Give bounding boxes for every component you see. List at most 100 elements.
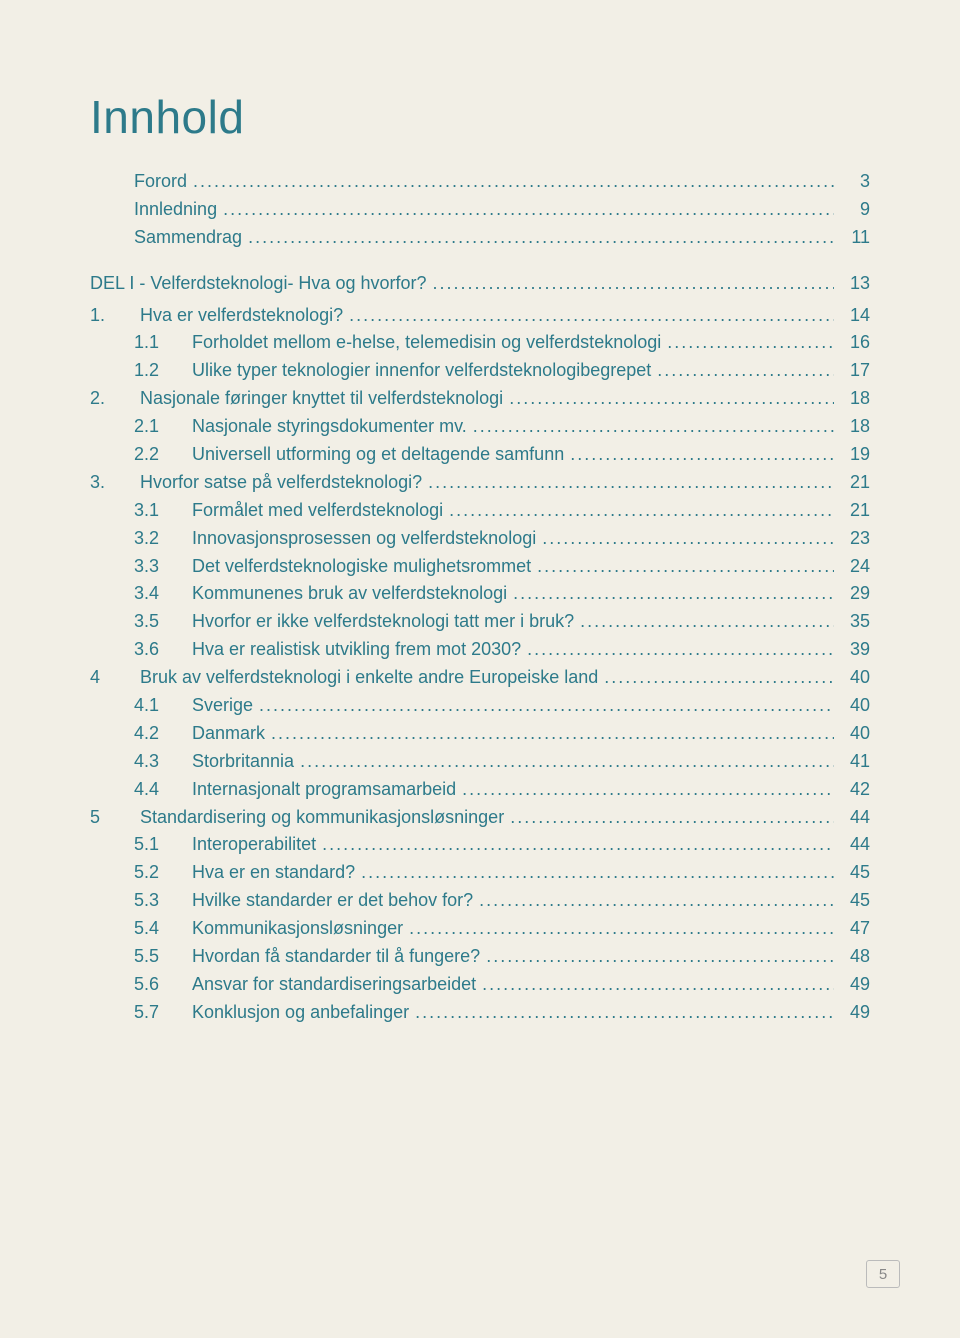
toc-leader <box>486 943 834 971</box>
toc-row: Innledning 9 <box>90 196 870 224</box>
toc-leader <box>604 664 834 692</box>
toc-row: 2.2Universell utforming og et deltagende… <box>90 441 870 469</box>
toc-row: 4.2Danmark40 <box>90 720 870 748</box>
toc-label: Innovasjonsprosessen og velferdsteknolog… <box>192 525 536 553</box>
toc-label: Internasjonalt programsamarbeid <box>192 776 456 804</box>
toc-number: 5.1 <box>134 831 192 859</box>
toc-label: Forholdet mellom e-helse, telemedisin og… <box>192 329 661 357</box>
toc-label: Bruk av velferdsteknologi i enkelte andr… <box>140 664 598 692</box>
toc-leader <box>667 329 834 357</box>
toc-leader <box>580 608 834 636</box>
toc-number: 3.4 <box>134 580 192 608</box>
toc-row: 3.Hvorfor satse på velferdsteknologi? 21 <box>90 469 870 497</box>
toc-label: Hvilke standarder er det behov for? <box>192 887 473 915</box>
toc-number: 5.3 <box>134 887 192 915</box>
toc-row: 5.7Konklusjon og anbefalinger49 <box>90 999 870 1027</box>
toc-number: 1.1 <box>134 329 192 357</box>
toc-page: 9 <box>840 196 870 224</box>
toc-number: 2.2 <box>134 441 192 469</box>
toc-label: Interoperabilitet <box>192 831 316 859</box>
toc-number: 3. <box>90 469 140 497</box>
toc-page: 41 <box>840 748 870 776</box>
toc-page: 19 <box>840 441 870 469</box>
toc-row: 3.4Kommunenes bruk av velferdsteknologi 2… <box>90 580 870 608</box>
toc-page: 45 <box>840 887 870 915</box>
toc-number: 4 <box>90 664 140 692</box>
toc-leader <box>415 999 834 1027</box>
toc-row: Forord3 <box>90 168 870 196</box>
toc-page: 24 <box>840 553 870 581</box>
toc-row: 3.2Innovasjonsprosessen og velferdstekno… <box>90 525 870 553</box>
toc-number: 5.7 <box>134 999 192 1027</box>
toc-page: 40 <box>840 720 870 748</box>
toc-page: 45 <box>840 859 870 887</box>
toc-page: 44 <box>840 831 870 859</box>
toc-page: 23 <box>840 525 870 553</box>
toc-page: 49 <box>840 971 870 999</box>
toc-row: 4.1Sverige40 <box>90 692 870 720</box>
toc-page: 29 <box>840 580 870 608</box>
toc-row: 4.4Internasjonalt programsamarbeid 42 <box>90 776 870 804</box>
toc-leader <box>509 385 834 413</box>
toc-page: 44 <box>840 804 870 832</box>
toc-label: Kommunenes bruk av velferdsteknologi <box>192 580 507 608</box>
toc-page: 17 <box>840 357 870 385</box>
toc-leader <box>433 270 835 298</box>
toc-leader <box>349 302 834 330</box>
toc-label: Standardisering og kommunikasjonsløsning… <box>140 804 504 832</box>
toc-row: 3.1Formålet med velferdsteknologi21 <box>90 497 870 525</box>
toc-row: 5.5Hvordan få standarder til å fungere?4… <box>90 943 870 971</box>
page-number-box: 5 <box>866 1260 900 1288</box>
toc-number: 4.2 <box>134 720 192 748</box>
toc-row: 2.Nasjonale føringer knyttet til velferd… <box>90 385 870 413</box>
toc-leader <box>361 859 834 887</box>
toc-row: 5.2Hva er en standard?45 <box>90 859 870 887</box>
toc-page: 21 <box>840 497 870 525</box>
toc-label: Nasjonale styringsdokumenter mv. <box>192 413 467 441</box>
toc-number: 4.3 <box>134 748 192 776</box>
toc-leader <box>527 636 834 664</box>
toc-label: Ansvar for standardiseringsarbeidet <box>192 971 476 999</box>
toc-label: Innledning <box>134 196 217 224</box>
toc-row: 3.5Hvorfor er ikke velferdsteknologi tat… <box>90 608 870 636</box>
toc-leader <box>513 580 834 608</box>
toc-leader <box>542 525 834 553</box>
toc-label: Ulike typer teknologier innenfor velferd… <box>192 357 651 385</box>
toc-page: 3 <box>840 168 870 196</box>
toc-page: 18 <box>840 385 870 413</box>
toc-row: 5.6Ansvar for standardiseringsarbeidet 49 <box>90 971 870 999</box>
toc-leader <box>322 831 834 859</box>
toc-page: 39 <box>840 636 870 664</box>
toc-number: 5.6 <box>134 971 192 999</box>
toc-label: Hvorfor er ikke velferdsteknologi tatt m… <box>192 608 574 636</box>
page: Innhold Forord3Innledning9Sammendrag11DE… <box>0 0 960 1338</box>
page-title: Innhold <box>90 90 870 144</box>
toc-row: 1.1Forholdet mellom e-helse, telemedisin… <box>90 329 870 357</box>
toc-leader <box>570 441 834 469</box>
toc-page: 40 <box>840 692 870 720</box>
toc-leader <box>409 915 834 943</box>
toc-leader <box>300 748 834 776</box>
toc-leader <box>462 776 834 804</box>
toc-row: Sammendrag11 <box>90 224 870 252</box>
toc-page: 47 <box>840 915 870 943</box>
toc-label: Hva er en standard? <box>192 859 355 887</box>
toc-number: 4.4 <box>134 776 192 804</box>
toc-page: 14 <box>840 302 870 330</box>
toc-page: 49 <box>840 999 870 1027</box>
toc-page: 21 <box>840 469 870 497</box>
toc-row: 1.Hva er velferdsteknologi?14 <box>90 302 870 330</box>
toc-row: 4.3Storbritannia41 <box>90 748 870 776</box>
toc-label: Det velferdsteknologiske mulighetsrommet <box>192 553 531 581</box>
toc-leader <box>271 720 834 748</box>
toc-page: 35 <box>840 608 870 636</box>
toc-number: 4.1 <box>134 692 192 720</box>
page-number: 5 <box>879 1266 887 1283</box>
toc-row: 3.6Hva er realistisk utvikling frem mot … <box>90 636 870 664</box>
toc-leader <box>259 692 834 720</box>
toc-page: 42 <box>840 776 870 804</box>
toc-row: 3.3Det velferdsteknologiske mulighetsrom… <box>90 553 870 581</box>
toc-row: 5.3Hvilke standarder er det behov for? 45 <box>90 887 870 915</box>
toc-row: 4Bruk av velferdsteknologi i enkelte and… <box>90 664 870 692</box>
toc-label: Hvorfor satse på velferdsteknologi? <box>140 469 422 497</box>
